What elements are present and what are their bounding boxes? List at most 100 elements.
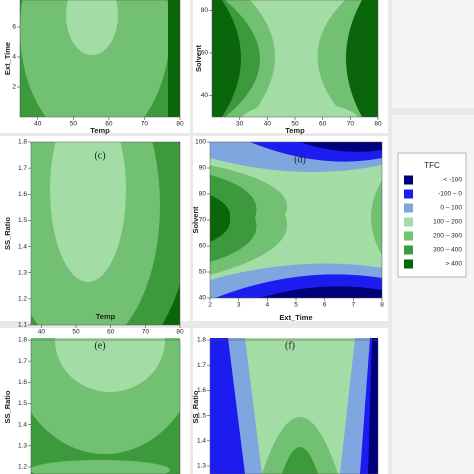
y-tick-label: 100 — [195, 139, 206, 146]
y-tick-label: 1.7 — [18, 358, 27, 365]
x-axis-label: Temp — [90, 126, 110, 135]
y-tick-label: 1.5 — [18, 400, 27, 407]
y-tick-label: 1.3 — [18, 269, 27, 276]
x-tick-label: 80 — [176, 121, 184, 128]
legend-swatch — [404, 175, 413, 185]
legend-swatch — [404, 245, 413, 255]
contours — [31, 142, 180, 325]
y-tick-label: 60 — [199, 243, 207, 250]
y-tick-label: 1.5 — [197, 412, 206, 419]
y-tick-label: 2 — [12, 84, 16, 91]
y-tick-label: 1.3 — [197, 463, 206, 470]
y-tick-label: 80 — [199, 191, 207, 198]
axes: 1.2 1.3 1.4 1.5 1.6 1.7 1.8 SS_Ratio (e) — [3, 337, 181, 474]
legend-label: < -100 — [443, 177, 462, 184]
contour-region — [241, 102, 359, 117]
legend-swatch — [404, 217, 413, 227]
legend: TFC — [397, 152, 467, 278]
y-tick-label: 4 — [12, 54, 16, 61]
panel-label: (f) — [285, 340, 295, 351]
y-tick-label: 1.6 — [18, 191, 27, 198]
x-tick-label: 7 — [352, 302, 356, 309]
plot-frame — [30, 141, 181, 326]
x-tick-label: 8 — [380, 302, 384, 309]
y-tick-label: 50 — [199, 269, 207, 276]
axes: 40 60 80 30 40 50 60 70 80 Temp Solvent — [194, 0, 382, 135]
side-panel — [392, 0, 474, 108]
y-tick-label: 80 — [201, 7, 209, 14]
axes: 40 50 60 70 80 90 100 2 3 4 5 6 7 8 Ext_Time Solvent (d) — [191, 139, 384, 322]
contour-region — [371, 180, 382, 255]
y-tick-label: 1.8 — [197, 337, 206, 344]
y-tick-label: 90 — [199, 165, 207, 172]
legend-label: 200 – 300 — [433, 233, 462, 240]
panel-label: (c) — [94, 150, 105, 161]
y-tick-label: 40 — [199, 295, 207, 302]
y-tick-label: 6 — [12, 24, 16, 31]
y-tick-label: 1.7 — [18, 165, 27, 172]
y-tick-label: 1.4 — [18, 243, 27, 250]
x-tick-label: 80 — [374, 121, 382, 128]
contour-region — [368, 338, 378, 474]
y-tick-label: 40 — [201, 92, 209, 99]
legend-swatch — [404, 259, 413, 269]
y-axis-label: Ext_Time — [3, 42, 12, 75]
x-tick-label: 3 — [237, 302, 241, 309]
y-tick-label: 60 — [201, 50, 209, 57]
x-tick-label: 60 — [107, 329, 115, 336]
contours — [20, 0, 180, 117]
y-axis-label: Solvent — [194, 44, 203, 72]
contours — [210, 338, 378, 474]
contour-region — [210, 195, 231, 242]
x-axis-label: Ext_Time — [279, 313, 312, 322]
x-tick-label: 70 — [141, 121, 149, 128]
x-tick-label: 4 — [266, 302, 270, 309]
y-tick-label: 1.1 — [18, 322, 27, 329]
legend-label: -100 – 0 — [438, 191, 462, 198]
legend-label: 0 – 100 — [440, 205, 462, 212]
x-tick-label: 60 — [105, 121, 113, 128]
y-tick-label: 1.5 — [18, 217, 27, 224]
y-tick-label: 1.6 — [18, 379, 27, 386]
legend-label: > 400 — [446, 261, 463, 268]
x-tick-label: 70 — [347, 121, 355, 128]
y-tick-label: 1.2 — [18, 296, 27, 303]
x-tick-label: 40 — [38, 329, 46, 336]
x-tick-label: 50 — [291, 121, 299, 128]
contour-region — [260, 286, 382, 298]
legend-label: 100 – 200 — [433, 219, 462, 226]
contour-region — [300, 142, 382, 152]
legend-box — [397, 152, 467, 278]
x-tick-label: 5 — [294, 302, 298, 309]
axes: 2 4 6 40 50 60 70 80 Temp Ext_Time — [3, 0, 184, 135]
x-tick-label: 80 — [176, 329, 184, 336]
legend-label: 300 – 400 — [433, 247, 462, 254]
contour-region — [262, 417, 338, 474]
x-tick-label: 50 — [70, 121, 78, 128]
x-tick-label: 30 — [236, 121, 244, 128]
contour-region — [66, 0, 118, 55]
contour-region — [31, 460, 170, 474]
y-tick-label: 70 — [199, 217, 207, 224]
contour-region — [212, 0, 241, 117]
x-tick-label: 40 — [264, 121, 272, 128]
contour-region — [210, 175, 257, 262]
y-tick-label: 1.7 — [197, 362, 206, 369]
plot-frame — [209, 339, 379, 474]
y-tick-label: 1.4 — [197, 438, 206, 445]
contours — [31, 338, 180, 474]
y-tick-label: 1.4 — [18, 421, 27, 428]
x-tick-label: 6 — [323, 302, 327, 309]
y-axis-label: SS_Ratio — [3, 217, 12, 250]
y-tick-label: 1.8 — [18, 337, 27, 344]
plot-frame — [30, 339, 181, 474]
contours — [212, 0, 378, 117]
axes: 1.1 1.2 1.3 1.4 1.5 1.6 1.7 1.8 40 50 60 70 80 Temp SS… — [3, 139, 184, 336]
contour-region — [20, 0, 170, 117]
y-tick-label: 1.8 — [18, 139, 27, 146]
legend-swatch — [404, 203, 413, 213]
x-tick-label: 70 — [142, 329, 150, 336]
x-tick-label: 60 — [319, 121, 327, 128]
contour-region — [245, 338, 355, 474]
